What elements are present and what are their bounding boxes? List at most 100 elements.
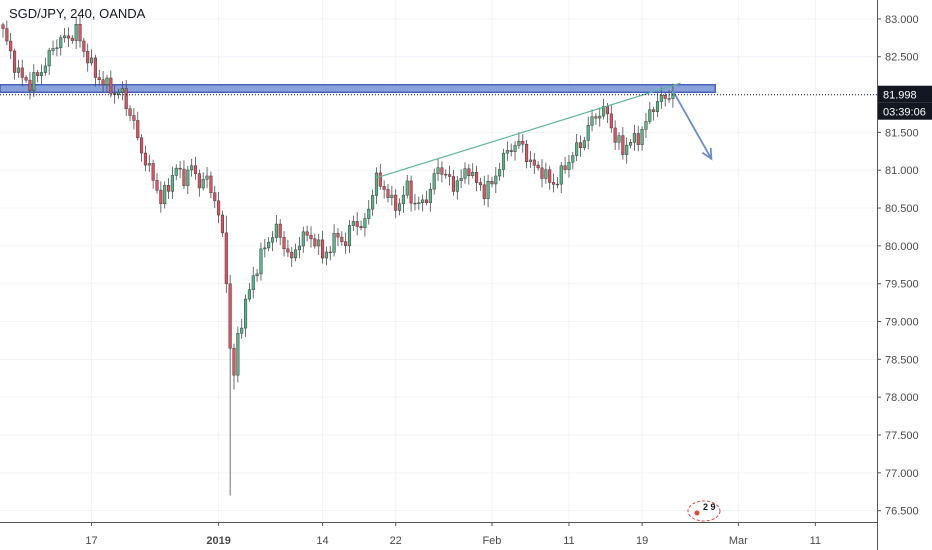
last-price-tag: 81.998 03:39:06 bbox=[878, 85, 932, 120]
candle bbox=[609, 105, 613, 133]
y-axis-labels: 83.00082.50082.00081.50081.00080.50080.0… bbox=[877, 14, 919, 518]
candle bbox=[55, 39, 59, 57]
candle-body bbox=[140, 137, 144, 154]
candle bbox=[555, 176, 559, 189]
candle-body bbox=[401, 194, 405, 205]
candle bbox=[617, 132, 621, 151]
candle bbox=[586, 116, 590, 150]
candle bbox=[39, 64, 44, 85]
candle bbox=[428, 182, 432, 212]
badge[interactable]: 2 9 bbox=[687, 500, 721, 522]
candle-body bbox=[39, 72, 44, 76]
y-tick-label: 77.500 bbox=[885, 430, 919, 442]
candle-body bbox=[517, 140, 521, 146]
candle bbox=[467, 164, 471, 185]
candle-body bbox=[578, 142, 583, 149]
candle bbox=[424, 190, 429, 206]
candle bbox=[374, 167, 378, 204]
candle bbox=[625, 137, 629, 164]
candle bbox=[220, 210, 224, 237]
candle-body bbox=[636, 133, 640, 145]
candle-body bbox=[659, 95, 663, 102]
candle bbox=[401, 186, 405, 213]
y-tick-label: 81.000 bbox=[885, 165, 919, 177]
candle bbox=[398, 198, 402, 216]
x-axis-labels: 17 2019 14 22 Feb 11 19 Mar 11 bbox=[85, 522, 821, 547]
candle-body bbox=[436, 167, 440, 174]
candle bbox=[232, 343, 236, 390]
candle-body bbox=[363, 218, 367, 229]
resistance-zone[interactable] bbox=[0, 84, 716, 93]
candle bbox=[613, 120, 617, 151]
candle-body bbox=[259, 248, 263, 275]
candle bbox=[459, 169, 463, 188]
candle bbox=[559, 161, 563, 194]
x-tick-label: 14 bbox=[316, 535, 328, 547]
candle bbox=[590, 109, 594, 132]
candle bbox=[105, 74, 109, 93]
candle-body bbox=[505, 150, 509, 154]
candle bbox=[478, 177, 482, 191]
candle-body bbox=[552, 182, 556, 185]
y-tick-label: 80.500 bbox=[885, 203, 919, 215]
candle bbox=[274, 215, 278, 243]
candle bbox=[197, 169, 201, 197]
candle-body bbox=[97, 77, 101, 80]
candle bbox=[640, 126, 644, 151]
candle bbox=[282, 231, 286, 257]
candle bbox=[1, 22, 5, 38]
candle-body bbox=[567, 161, 571, 170]
candle bbox=[394, 189, 398, 219]
candle bbox=[321, 230, 325, 264]
candle bbox=[70, 35, 74, 44]
candle-body bbox=[498, 169, 502, 177]
candle-body bbox=[617, 135, 621, 143]
candle bbox=[36, 69, 40, 83]
candle-body bbox=[398, 203, 402, 211]
candle-body bbox=[640, 129, 644, 145]
candle-body bbox=[143, 152, 147, 166]
candle bbox=[409, 175, 413, 212]
candle-body bbox=[586, 125, 590, 141]
candle bbox=[513, 141, 517, 161]
candle bbox=[294, 243, 298, 262]
candle bbox=[301, 226, 305, 253]
candle-body bbox=[209, 175, 213, 193]
candle bbox=[544, 162, 548, 184]
candle bbox=[347, 219, 352, 254]
candle-body bbox=[309, 235, 313, 240]
y-tick-label: 80.000 bbox=[885, 241, 919, 253]
candle bbox=[571, 151, 575, 170]
candle bbox=[151, 159, 155, 189]
candle bbox=[648, 101, 652, 125]
candle-body bbox=[282, 237, 286, 250]
candle bbox=[355, 212, 359, 236]
candle-body bbox=[236, 333, 240, 376]
candle-body bbox=[147, 163, 151, 166]
candle-body bbox=[36, 72, 40, 76]
candle-body bbox=[124, 88, 128, 109]
candle bbox=[167, 178, 171, 199]
candle-body bbox=[328, 251, 332, 254]
candle-body bbox=[386, 189, 390, 198]
projection-arrow-line[interactable] bbox=[672, 90, 713, 160]
candle-body bbox=[359, 226, 363, 229]
grid-lines bbox=[0, 0, 877, 522]
candle-body bbox=[351, 221, 355, 226]
candle bbox=[324, 246, 328, 266]
trendline[interactable] bbox=[376, 82, 681, 179]
candle-body bbox=[652, 109, 656, 112]
candle-body bbox=[193, 165, 198, 174]
candle-body bbox=[151, 163, 155, 181]
candle-body bbox=[413, 202, 417, 205]
candle-body bbox=[174, 167, 178, 176]
candle bbox=[594, 113, 598, 125]
candle bbox=[336, 227, 340, 247]
candle-body bbox=[609, 113, 613, 129]
resistance-zone-rect[interactable] bbox=[0, 84, 716, 93]
candle-body bbox=[409, 180, 413, 204]
candle bbox=[59, 34, 63, 56]
candle-body bbox=[70, 37, 74, 41]
candle-body bbox=[16, 67, 20, 73]
